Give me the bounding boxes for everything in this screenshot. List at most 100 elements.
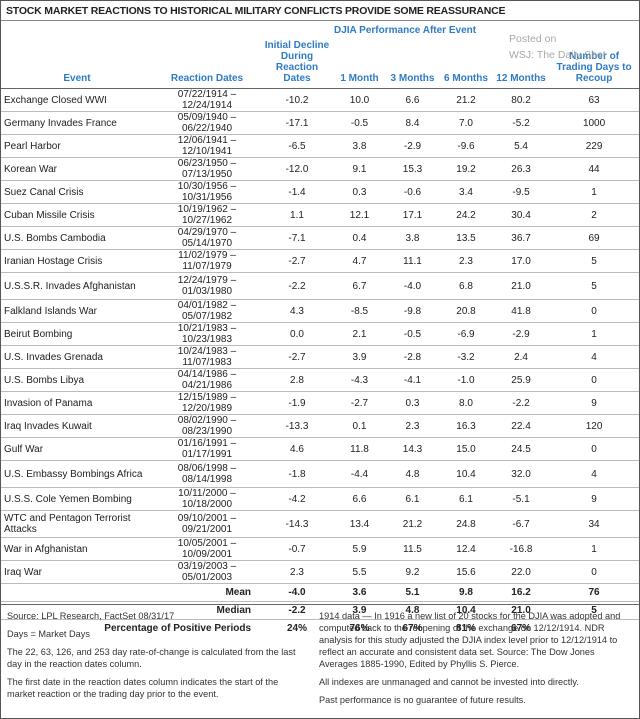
- cell: 11.1: [386, 249, 439, 273]
- cell: 10/24/1983 – 11/07/1983: [153, 345, 261, 369]
- note: 1914 data — In 1916 a new list of 20 sto…: [319, 611, 621, 669]
- cell: 1.1: [261, 203, 333, 227]
- table: DJIA Performance After Event Event Reacti…: [1, 21, 639, 637]
- cell: 44: [549, 157, 639, 181]
- cell: 21.0: [493, 272, 550, 300]
- summary-cell: 76: [549, 583, 639, 602]
- event-cell: Suez Canal Crisis: [1, 180, 153, 204]
- cell: 0.1: [333, 414, 386, 438]
- event-cell: War in Afghanistan: [1, 537, 153, 561]
- table-row: Iraq Invades Kuwait 08/02/1990 – 08/23/19…: [1, 414, 639, 438]
- cell: 9: [549, 391, 639, 415]
- cell: 3.9: [333, 345, 386, 369]
- cell: 2.3: [439, 249, 493, 273]
- table-row: Germany Invades France 05/09/1940 – 06/22…: [1, 111, 639, 135]
- summary-cell: 24%: [261, 619, 333, 637]
- cell: 11/02/1979 – 11/07/1979: [153, 249, 261, 273]
- cell: 25.9: [493, 368, 550, 392]
- cell: 10/11/2000 – 10/18/2000: [153, 487, 261, 511]
- cell: -4.1: [386, 368, 439, 392]
- cell: 5: [549, 272, 639, 300]
- cell: 14.3: [386, 437, 439, 461]
- note: All indexes are unmanaged and cannot be …: [319, 677, 579, 687]
- cell: 36.7: [493, 226, 550, 250]
- cell: 0: [549, 437, 639, 461]
- cell: 11.5: [386, 537, 439, 561]
- event-cell: Falkland Islands War: [1, 299, 153, 323]
- column-header: Reaction Dates: [153, 38, 261, 89]
- cell: -2.7: [333, 391, 386, 415]
- table-row: Exchange Closed WWI 07/22/1914 – 12/24/19…: [1, 88, 639, 112]
- cell: 32.0: [493, 460, 550, 488]
- cell: -5.1: [493, 487, 550, 511]
- cell: -6.7: [493, 510, 550, 538]
- cell: 04/29/1970 – 05/14/1970: [153, 226, 261, 250]
- note: Past performance is no guarantee of futu…: [319, 695, 526, 705]
- table-row: U.S.S. Cole Yemen Bombing 10/11/2000 – 10…: [1, 487, 639, 511]
- cell: -1.0: [439, 368, 493, 392]
- cell: 4.3: [261, 299, 333, 323]
- cell: 24.8: [439, 510, 493, 538]
- note: Days = Market Days: [7, 629, 90, 639]
- table-row: U.S. Bombs Libya 04/14/1986 – 04/21/1986 2…: [1, 368, 639, 392]
- table-row: Gulf War 01/16/1991 – 01/17/1991 4.6 11.8 14…: [1, 437, 639, 461]
- cell: 17.0: [493, 249, 550, 273]
- cell: 12/15/1989 – 12/20/1989: [153, 391, 261, 415]
- cell: 63: [549, 88, 639, 112]
- summary-cell: 67%: [493, 619, 550, 637]
- cell: 0.4: [333, 226, 386, 250]
- note: Source: LPL Research, FactSet 08/31/17: [7, 611, 175, 621]
- cell: -0.5: [386, 322, 439, 346]
- note: The 22, 63, 126, and 253 day rate-of-cha…: [7, 647, 296, 669]
- cell: 16.3: [439, 414, 493, 438]
- cell: -3.2: [439, 345, 493, 369]
- cell: -2.2: [493, 391, 550, 415]
- cell: 1: [549, 537, 639, 561]
- table-row: Pearl Harbor 12/06/1941 – 12/10/1941 -6.5 3…: [1, 134, 639, 158]
- notes: Source: LPL Research, FactSet 08/31/17 Da…: [1, 604, 639, 712]
- event-cell: U.S.S.R. Invades Afghanistan: [1, 272, 153, 300]
- cell: -6.9: [439, 322, 493, 346]
- cell: -1.8: [261, 460, 333, 488]
- cell: 10.0: [333, 88, 386, 112]
- cell: 08/02/1990 – 08/23/1990: [153, 414, 261, 438]
- summary-row: Median -2.2 3.9 4.8 10.4 21.0 5: [1, 601, 639, 620]
- cell: 0: [549, 299, 639, 323]
- table-row: Cuban Missile Crisis 10/19/1962 – 10/27/1…: [1, 203, 639, 227]
- event-cell: Iraq Invades Kuwait: [1, 414, 153, 438]
- table-row: WTC and Pentagon Terrorist Attacks 09/10/…: [1, 510, 639, 538]
- event-cell: WTC and Pentagon Terrorist Attacks: [1, 510, 153, 538]
- cell: 12.1: [333, 203, 386, 227]
- event-cell: Exchange Closed WWI: [1, 88, 153, 112]
- summary-cell: 67%: [386, 619, 439, 637]
- cell: 10/05/2001 – 10/09/2001: [153, 537, 261, 561]
- summary-cell: -2.2: [261, 601, 333, 620]
- summary-cell: 81%: [439, 619, 493, 637]
- event-cell: Iraq War: [1, 560, 153, 584]
- cell: 26.3: [493, 157, 550, 181]
- event-cell: Korean War: [1, 157, 153, 181]
- cell: -9.6: [439, 134, 493, 158]
- cell: 11.8: [333, 437, 386, 461]
- cell: 22.4: [493, 414, 550, 438]
- cell: 12/06/1941 – 12/10/1941: [153, 134, 261, 158]
- cell: 07/22/1914 – 12/24/1914: [153, 88, 261, 112]
- cell: -9.8: [386, 299, 439, 323]
- cell: 24.2: [439, 203, 493, 227]
- event-cell: Cuban Missile Crisis: [1, 203, 153, 227]
- cell: 15.3: [386, 157, 439, 181]
- cell: 13.5: [439, 226, 493, 250]
- cell: -2.9: [493, 322, 550, 346]
- cell: -4.3: [333, 368, 386, 392]
- cell: 5.5: [333, 560, 386, 584]
- column-header: 3 Months: [386, 38, 439, 89]
- event-cell: Iranian Hostage Crisis: [1, 249, 153, 273]
- cell: 0.0: [261, 322, 333, 346]
- cell: 4.6: [261, 437, 333, 461]
- cell: 120: [549, 414, 639, 438]
- table-row: Korean War 06/23/1950 – 07/13/1950 -12.0 9.…: [1, 157, 639, 181]
- cell: -16.8: [493, 537, 550, 561]
- summary-cell: -4.0: [261, 583, 333, 602]
- summary-cell: 10.4: [439, 601, 493, 620]
- cell: 69: [549, 226, 639, 250]
